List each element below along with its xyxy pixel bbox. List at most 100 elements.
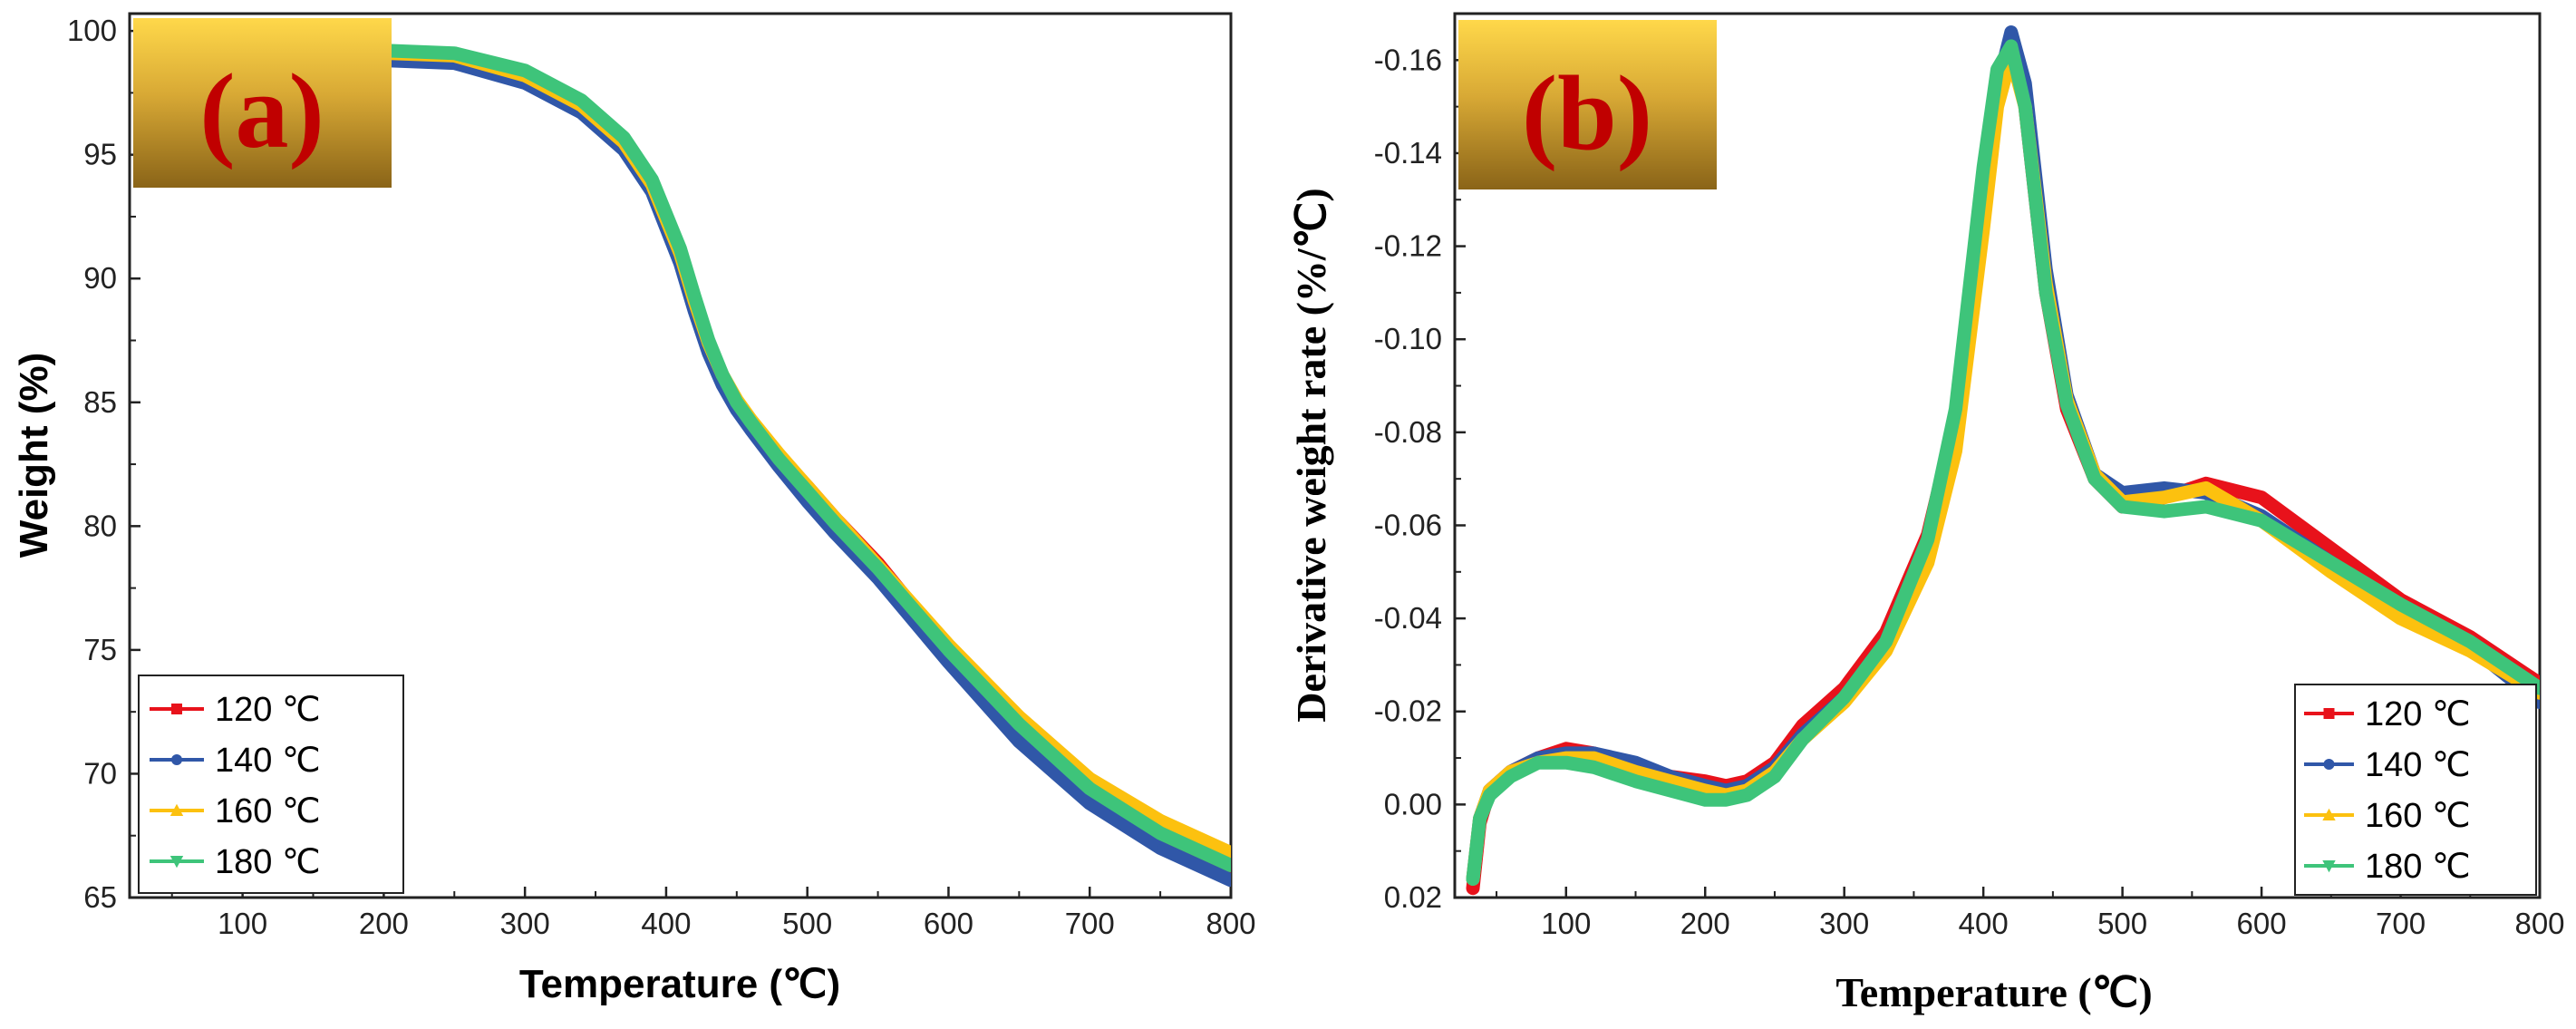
panel-b-ticks: 100 200 300 400 500 600 700 800 0.02 0.00 -0.02 -0.… <box>1374 43 2565 940</box>
panel-b-legend: 120 ℃ 140 ℃ 160 ℃ 180 ℃ <box>2294 684 2537 896</box>
y-tick-label: 75 <box>83 633 117 666</box>
legend-label: 180 ℃ <box>215 843 321 881</box>
legend-item: 160 ℃ <box>150 792 321 830</box>
data-point <box>1015 720 1023 728</box>
y-tick-label: 70 <box>83 756 117 790</box>
data-point <box>2327 545 2335 553</box>
data-point <box>1468 884 1477 892</box>
y-tick-label: -0.12 <box>1374 229 1442 263</box>
x-tick-label: 400 <box>641 907 691 940</box>
data-point <box>2021 102 2029 111</box>
data-point <box>2327 558 2335 567</box>
y-tick-label: 100 <box>67 14 117 47</box>
series-line-160c <box>383 46 1231 860</box>
data-point <box>704 336 712 345</box>
series-line-120c <box>383 48 1231 878</box>
legend-label: 160 ℃ <box>2365 797 2471 835</box>
data-point <box>831 519 839 528</box>
data-point <box>2063 401 2071 409</box>
panel-a-badge: (a) <box>133 18 392 188</box>
x-tick-label: 700 <box>1065 907 1115 940</box>
data-point <box>1227 849 1231 857</box>
data-point <box>1798 735 1806 743</box>
data-point <box>1840 694 1848 702</box>
data-point <box>747 418 755 426</box>
data-point <box>2258 493 2266 501</box>
x-tick-label: 800 <box>1206 907 1255 940</box>
x-tick-label: 600 <box>924 907 973 940</box>
data-point <box>521 66 529 74</box>
x-tick-label: 400 <box>1959 907 2009 940</box>
data-point <box>1506 772 1515 781</box>
data-point <box>1562 759 1570 767</box>
panel-a-x-axis-title: Temperature (℃) <box>519 962 840 1006</box>
legend-label: 160 ℃ <box>215 792 321 830</box>
panel-b-x-axis-title: Temperature (℃) <box>1835 969 2152 1015</box>
data-point <box>2007 42 2015 50</box>
data-point <box>2397 615 2405 623</box>
x-tick-label: 700 <box>2376 907 2426 940</box>
data-point <box>1590 763 1598 772</box>
legend-marker <box>171 754 182 765</box>
legend-marker <box>169 803 184 816</box>
y-tick-label: 65 <box>83 880 117 914</box>
legend-label: 180 ℃ <box>2365 848 2471 886</box>
legend-item: 140 ℃ <box>2304 746 2471 784</box>
data-point <box>2202 484 2210 492</box>
data-point <box>450 49 459 57</box>
data-point <box>1666 786 1674 794</box>
data-point <box>1590 754 1598 762</box>
x-tick-label: 100 <box>1541 907 1591 940</box>
legend-label: 120 ℃ <box>2365 695 2471 733</box>
y-tick-label: -0.14 <box>1374 136 1442 170</box>
panel-b-y-axis-title: Derivative weight rate (%/℃) <box>1288 188 1334 722</box>
data-point <box>2042 288 2050 296</box>
data-point <box>1770 772 1778 781</box>
panel-b-badge: (b) <box>1458 20 1717 189</box>
data-point <box>1701 796 1709 804</box>
data-point <box>944 646 953 654</box>
x-tick-label: 500 <box>2097 907 2147 940</box>
data-point <box>1882 637 1890 646</box>
x-tick-label: 500 <box>782 907 832 940</box>
x-tick-label: 200 <box>359 907 409 940</box>
data-point <box>1086 800 1094 808</box>
y-tick-label: -0.10 <box>1374 322 1442 355</box>
x-tick-label: 200 <box>1680 907 1730 940</box>
panel-a-legend-box <box>138 675 404 894</box>
x-tick-label: 300 <box>500 907 550 940</box>
data-point <box>1015 737 1023 745</box>
data-point <box>1086 784 1094 792</box>
y-tick-label: -0.06 <box>1374 508 1442 541</box>
data-point <box>1157 829 1165 837</box>
panel-b-label: (b) <box>1522 53 1652 172</box>
data-point <box>2090 475 2098 483</box>
data-point <box>1980 163 1988 171</box>
y-tick-label: -0.08 <box>1374 415 1442 449</box>
panel-a-badge-box <box>133 18 392 188</box>
data-point <box>2397 600 2405 608</box>
data-point <box>732 398 741 406</box>
legend-label: 140 ℃ <box>2365 746 2471 784</box>
data-point <box>2118 502 2126 510</box>
data-point <box>2007 28 2015 36</box>
x-tick-label: 600 <box>2237 907 2287 940</box>
panel-a-plot-frame <box>128 12 1233 899</box>
legend-marker <box>169 856 184 869</box>
panel-b-legend-items: 120 ℃ 140 ℃ 160 ℃ 180 ℃ <box>2304 695 2471 886</box>
panel-a-y-axis-title: Weight (%) <box>12 353 56 558</box>
data-point <box>1743 791 1751 800</box>
legend-item: 180 ℃ <box>150 843 321 881</box>
panel-a-weight-chart: 100 200 300 400 500 600 700 800 65 70 75 80 85 90 95 10… <box>12 12 1256 1006</box>
panel-b-derivative-chart: 100 200 300 400 500 600 700 800 0.02 0.00 -0.02 -0.… <box>1288 12 2565 1015</box>
data-point <box>691 292 699 300</box>
legend-marker <box>2323 759 2335 770</box>
panel-b-badge-box <box>1458 20 1717 189</box>
data-point <box>1157 817 1165 825</box>
data-point <box>775 455 783 463</box>
data-point <box>1227 861 1231 869</box>
legend-marker <box>2322 808 2336 820</box>
legend-label: 140 ℃ <box>215 742 321 780</box>
data-point <box>1993 65 2001 73</box>
